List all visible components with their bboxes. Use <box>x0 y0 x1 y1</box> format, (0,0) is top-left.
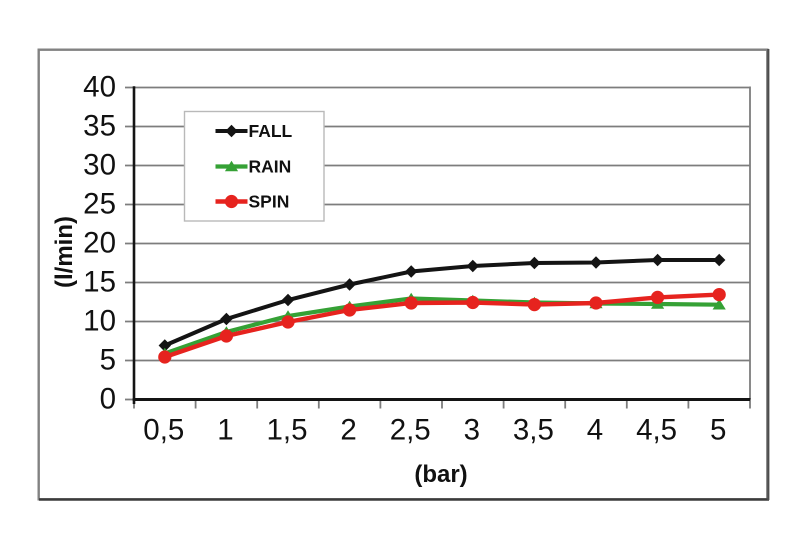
svg-text:10: 10 <box>83 305 116 338</box>
svg-text:4,5: 4,5 <box>636 414 677 447</box>
svg-text:RAIN: RAIN <box>249 157 292 177</box>
svg-text:1: 1 <box>217 414 233 447</box>
svg-text:2: 2 <box>340 414 356 447</box>
svg-text:SPIN: SPIN <box>249 192 290 212</box>
svg-text:3: 3 <box>464 414 480 447</box>
svg-text:(bar): (bar) <box>414 461 467 488</box>
svg-text:30: 30 <box>83 149 116 182</box>
svg-text:0,5: 0,5 <box>143 414 184 447</box>
svg-text:4: 4 <box>587 414 603 447</box>
svg-text:(l/min): (l/min) <box>51 216 78 288</box>
svg-text:35: 35 <box>83 110 116 143</box>
svg-text:3,5: 3,5 <box>513 414 554 447</box>
svg-text:0: 0 <box>100 383 116 416</box>
svg-text:5: 5 <box>100 344 116 377</box>
svg-text:1,5: 1,5 <box>266 414 307 447</box>
svg-text:FALL: FALL <box>249 121 293 141</box>
svg-text:40: 40 <box>83 71 116 104</box>
svg-text:20: 20 <box>83 227 116 260</box>
svg-text:25: 25 <box>83 188 116 221</box>
svg-text:15: 15 <box>83 266 116 299</box>
svg-text:5: 5 <box>710 414 726 447</box>
svg-text:2,5: 2,5 <box>390 414 431 447</box>
